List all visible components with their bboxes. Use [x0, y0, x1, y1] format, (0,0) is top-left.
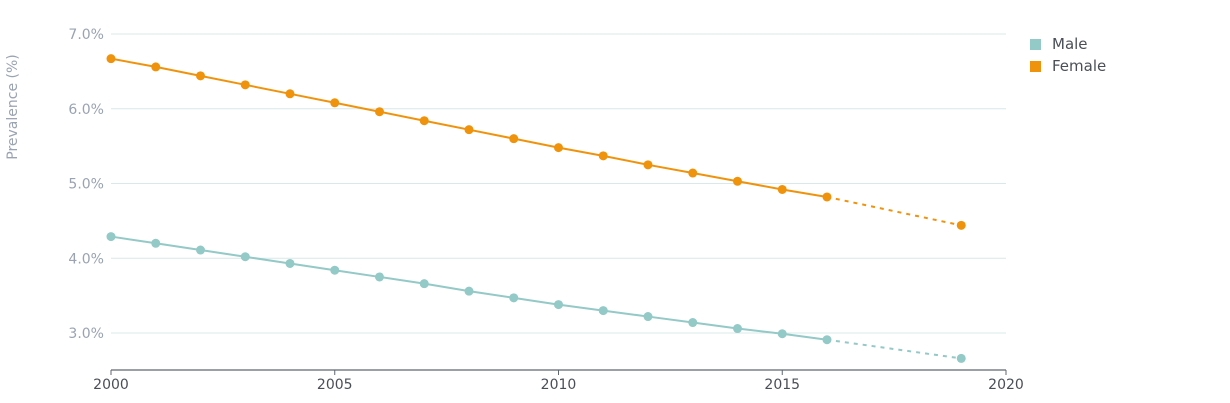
legend-swatch-male	[1030, 38, 1041, 50]
y-tick-label-4: 7.0%	[68, 27, 104, 43]
legend-item-female[interactable]: Female	[1030, 55, 1106, 77]
data-point-female-2015	[777, 184, 787, 194]
series-projection-female	[826, 195, 962, 227]
data-point-male-2013	[688, 318, 698, 328]
data-point-female-2019	[956, 220, 966, 230]
data-point-male-2005	[330, 265, 340, 275]
data-point-female-2013	[688, 168, 698, 178]
legend: Male Female	[1030, 33, 1106, 77]
y-tick-label-0: 3.0%	[68, 326, 104, 342]
x-tick-label-1: 2005	[317, 377, 353, 393]
legend-label-male: Male	[1052, 35, 1088, 53]
series-projection-male	[826, 338, 962, 360]
data-point-female-2005	[330, 98, 340, 108]
y-tick-label-2: 5.0%	[68, 177, 104, 193]
data-point-male-2006	[375, 272, 384, 282]
data-point-male-2004	[285, 258, 295, 268]
data-point-female-2008	[464, 125, 474, 135]
legend-item-male[interactable]: Male	[1030, 33, 1106, 55]
data-point-male-2012	[643, 312, 653, 322]
data-point-male-2000	[106, 232, 116, 242]
y-axis-title: Prevalence (%)	[5, 54, 21, 160]
data-point-male-2016	[822, 335, 832, 345]
data-point-male-2015	[777, 329, 787, 339]
x-tick-label-2: 2010	[541, 377, 577, 393]
data-point-female-2009	[509, 134, 519, 144]
data-point-female-2002	[196, 71, 205, 81]
data-point-male-2002	[196, 245, 205, 255]
data-point-female-2007	[419, 116, 429, 126]
data-point-female-2004	[285, 89, 295, 99]
data-point-female-2014	[733, 176, 742, 186]
data-point-male-2011	[598, 306, 608, 316]
x-tick-label-0: 2000	[93, 377, 129, 393]
y-tick-label-3: 6.0%	[68, 102, 104, 118]
data-point-female-2003	[240, 80, 250, 90]
data-point-female-2001	[151, 62, 161, 72]
y-tick-label-1: 4.0%	[68, 251, 104, 267]
data-point-female-2000	[106, 54, 116, 64]
data-point-male-2014	[733, 324, 742, 334]
data-point-male-2008	[464, 286, 474, 296]
data-point-female-2016	[822, 192, 832, 202]
data-point-female-2006	[375, 107, 384, 117]
data-point-male-2001	[151, 238, 161, 248]
data-point-male-2009	[509, 293, 519, 303]
data-point-male-2007	[419, 279, 429, 289]
data-point-male-2010	[554, 300, 563, 310]
data-point-female-2012	[643, 160, 653, 170]
data-point-male-2003	[240, 252, 250, 262]
data-point-female-2011	[598, 151, 608, 161]
x-tick-label-4: 2020	[988, 377, 1024, 393]
data-point-male-2019	[956, 353, 966, 363]
x-tick-label-3: 2015	[764, 377, 800, 393]
data-point-female-2010	[554, 143, 563, 153]
legend-label-female: Female	[1052, 57, 1107, 75]
legend-swatch-female	[1030, 60, 1041, 72]
